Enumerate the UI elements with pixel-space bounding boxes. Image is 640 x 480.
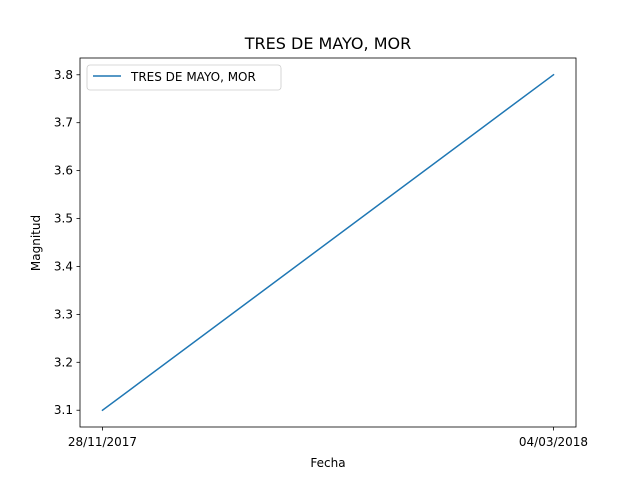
y-tick-label: 3.4 bbox=[54, 259, 73, 273]
legend-label: TRES DE MAYO, MOR bbox=[130, 70, 256, 84]
axis-ticks: 3.1 3.2 3.3 3.4 3.5 3.6 3.7 3.8 28/11/2017 04/03/… bbox=[54, 68, 588, 449]
chart-title: TRES DE MAYO, MOR bbox=[244, 34, 411, 53]
y-tick-label: 3.2 bbox=[54, 355, 73, 369]
y-axis-label: Magnitud bbox=[29, 215, 43, 271]
y-tick-label: 3.5 bbox=[54, 212, 73, 226]
x-tick-label: 28/11/2017 bbox=[68, 435, 137, 449]
y-tick-label: 3.1 bbox=[54, 403, 73, 417]
plot-frame bbox=[79, 57, 577, 428]
legend-box bbox=[86, 64, 282, 91]
y-tick-label: 3.7 bbox=[54, 116, 73, 130]
series-layer bbox=[101, 73, 555, 412]
x-axis-label: Fecha bbox=[310, 456, 345, 470]
y-tick-label: 3.6 bbox=[54, 164, 73, 178]
y-tick-label: 3.8 bbox=[54, 68, 73, 82]
legend: TRES DE MAYO, MOR bbox=[86, 64, 282, 91]
y-tick-label: 3.3 bbox=[54, 307, 73, 321]
x-tick-label: 04/03/2018 bbox=[519, 435, 588, 449]
series-line-0 bbox=[101, 73, 555, 412]
